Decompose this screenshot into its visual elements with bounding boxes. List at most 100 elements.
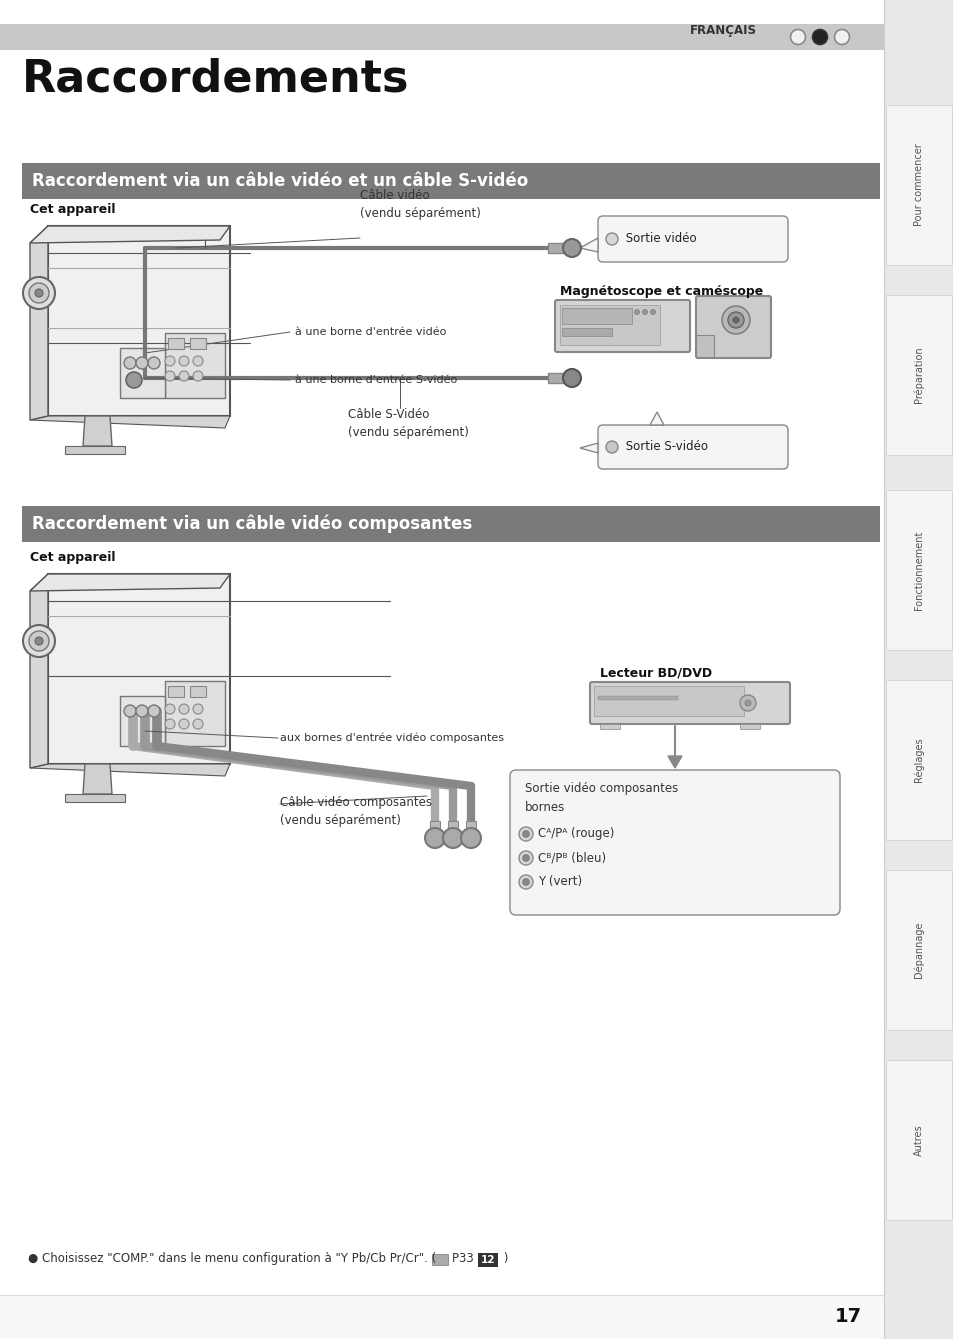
Text: Cᴬ/Pᴬ (rouge): Cᴬ/Pᴬ (rouge): [537, 828, 614, 841]
Bar: [885, 680, 951, 840]
Text: aux bornes d'entrée vidéo composantes: aux bornes d'entrée vidéo composantes: [280, 732, 503, 743]
Bar: [168, 686, 184, 698]
Bar: [48, 226, 230, 416]
Circle shape: [605, 233, 618, 245]
Circle shape: [641, 309, 647, 315]
Circle shape: [605, 441, 618, 453]
Bar: [883, 0, 953, 1339]
Circle shape: [562, 238, 580, 257]
Text: Pour commencer: Pour commencer: [913, 143, 923, 226]
Polygon shape: [30, 416, 230, 428]
Circle shape: [790, 29, 804, 44]
Circle shape: [23, 625, 55, 657]
Circle shape: [124, 358, 136, 370]
Bar: [547, 374, 569, 383]
Polygon shape: [579, 443, 598, 453]
Polygon shape: [667, 757, 681, 769]
Bar: [65, 446, 125, 454]
FancyBboxPatch shape: [555, 300, 689, 352]
Circle shape: [29, 631, 49, 651]
Circle shape: [721, 307, 749, 333]
Bar: [477, 1253, 497, 1267]
Bar: [120, 696, 165, 746]
Circle shape: [634, 309, 639, 315]
Text: Cet appareil: Cet appareil: [30, 552, 115, 564]
Circle shape: [148, 706, 160, 716]
Polygon shape: [30, 765, 230, 777]
Circle shape: [179, 356, 189, 366]
Text: Réglages: Réglages: [913, 738, 923, 782]
Bar: [885, 104, 951, 265]
Text: Lecteur BD/DVD: Lecteur BD/DVD: [599, 667, 711, 680]
Bar: [165, 333, 225, 398]
Bar: [190, 686, 206, 698]
Bar: [165, 682, 225, 746]
Bar: [448, 821, 457, 836]
Circle shape: [740, 695, 755, 711]
Text: Sortie vidéo composantes
bornes: Sortie vidéo composantes bornes: [524, 782, 678, 814]
Circle shape: [165, 719, 174, 728]
Circle shape: [522, 878, 529, 885]
Text: Cᴮ/Pᴮ (bleu): Cᴮ/Pᴮ (bleu): [537, 852, 605, 865]
FancyBboxPatch shape: [589, 682, 789, 724]
Bar: [599, 724, 619, 728]
Bar: [22, 163, 879, 200]
Bar: [885, 1060, 951, 1220]
Circle shape: [165, 704, 174, 714]
Circle shape: [193, 356, 203, 366]
Bar: [48, 574, 230, 765]
Text: Dépannage: Dépannage: [913, 921, 923, 979]
Circle shape: [23, 277, 55, 309]
Polygon shape: [83, 416, 112, 446]
Circle shape: [179, 371, 189, 382]
Bar: [432, 1255, 448, 1265]
Text: 17: 17: [834, 1307, 862, 1327]
Bar: [190, 337, 206, 349]
Text: à une borne d'entrée S-vidéo: à une borne d'entrée S-vidéo: [294, 375, 456, 386]
Bar: [168, 337, 184, 349]
Bar: [885, 295, 951, 455]
Bar: [22, 506, 879, 542]
Circle shape: [518, 852, 533, 865]
Text: Magnétoscope et caméscope: Magnétoscope et caméscope: [559, 285, 762, 299]
FancyBboxPatch shape: [598, 216, 787, 262]
Text: Câble vidéo composantes
(vendu séparément): Câble vidéo composantes (vendu séparémen…: [280, 795, 432, 828]
Bar: [740, 724, 760, 728]
Circle shape: [193, 704, 203, 714]
Polygon shape: [30, 574, 230, 590]
Polygon shape: [30, 574, 48, 769]
Circle shape: [35, 289, 43, 297]
Circle shape: [442, 828, 462, 848]
Text: Cet appareil: Cet appareil: [30, 204, 115, 216]
Text: Câble S-Vidéo
(vendu séparément): Câble S-Vidéo (vendu séparément): [348, 408, 468, 439]
Bar: [430, 821, 439, 836]
Circle shape: [193, 371, 203, 382]
Polygon shape: [30, 226, 48, 420]
Circle shape: [744, 700, 750, 706]
Text: Raccordement via un câble vidéo composantes: Raccordement via un câble vidéo composan…: [32, 514, 472, 533]
Bar: [598, 696, 678, 700]
Circle shape: [148, 358, 160, 370]
Bar: [0, 24, 883, 50]
Circle shape: [179, 704, 189, 714]
Circle shape: [136, 358, 148, 370]
Text: 12: 12: [480, 1255, 495, 1265]
Circle shape: [732, 317, 739, 323]
Bar: [547, 242, 569, 253]
Bar: [559, 305, 659, 345]
Text: Raccordements: Raccordements: [22, 58, 409, 100]
Circle shape: [727, 312, 743, 328]
Circle shape: [165, 371, 174, 382]
Text: Sortie S-vidéo: Sortie S-vidéo: [621, 441, 707, 454]
Circle shape: [812, 29, 826, 44]
Circle shape: [460, 828, 480, 848]
Polygon shape: [649, 412, 663, 424]
Text: Y (vert): Y (vert): [537, 876, 581, 889]
Text: Sortie vidéo: Sortie vidéo: [621, 233, 696, 245]
Text: P33 -: P33 -: [452, 1252, 481, 1265]
Text: Préparation: Préparation: [913, 347, 923, 403]
Bar: [594, 686, 743, 716]
FancyBboxPatch shape: [510, 770, 840, 915]
Text: Autres: Autres: [913, 1125, 923, 1156]
Text: Câble vidéo
(vendu séparément): Câble vidéo (vendu séparément): [359, 189, 480, 220]
